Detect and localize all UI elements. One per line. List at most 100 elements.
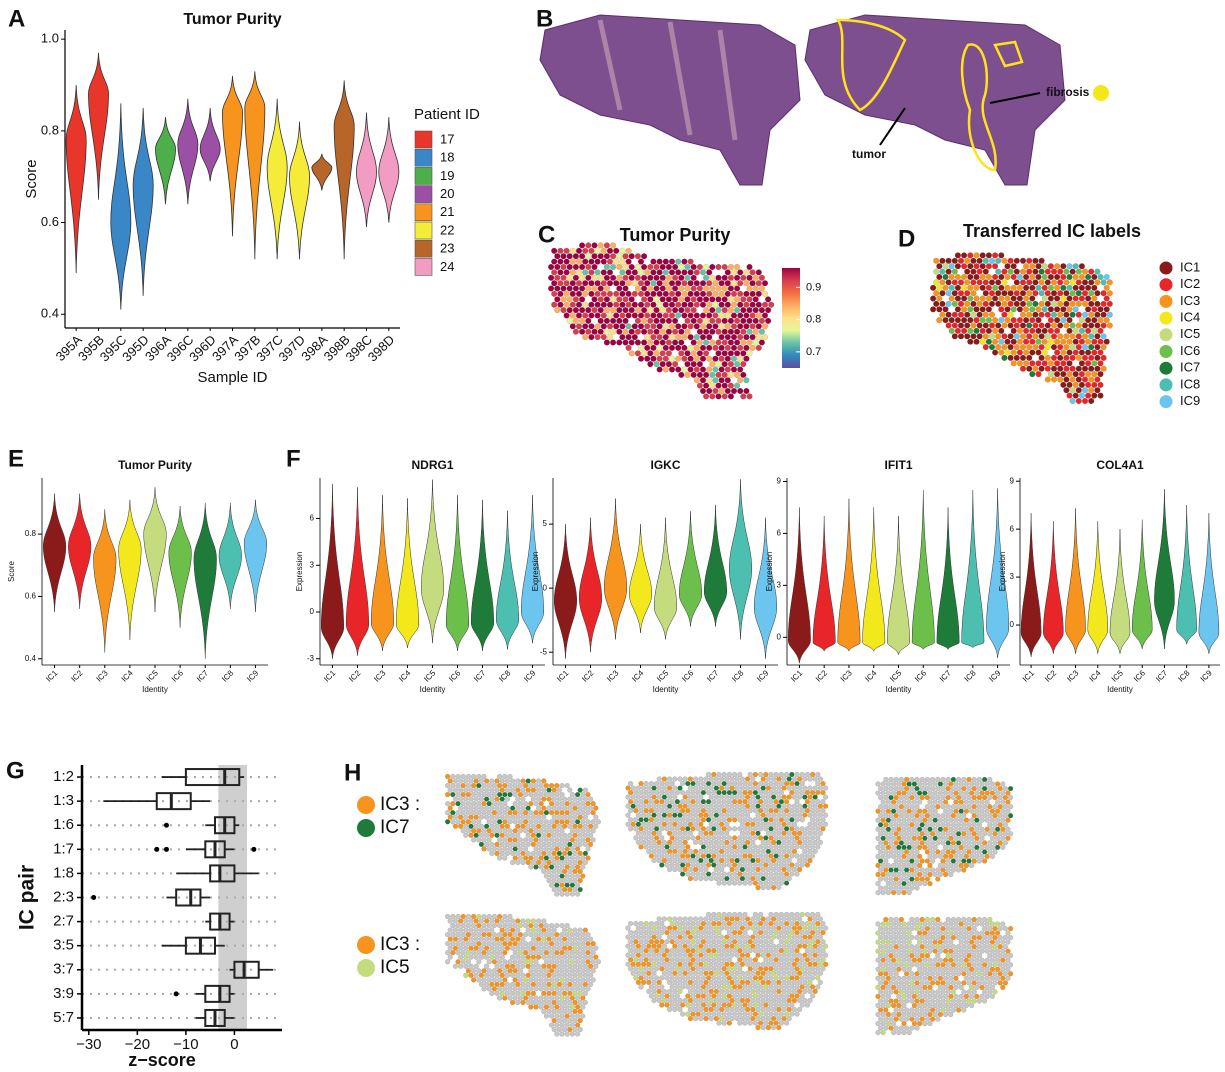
spot [696, 781, 701, 786]
spot [552, 964, 557, 969]
spot [644, 334, 650, 340]
spot [531, 973, 536, 978]
spot [744, 323, 750, 329]
spot [995, 782, 1000, 787]
spot [744, 356, 750, 362]
spot [789, 948, 794, 953]
spot [578, 788, 583, 793]
spot [560, 874, 565, 879]
spot [761, 786, 766, 791]
spot [761, 944, 766, 949]
spot [688, 980, 693, 985]
spot [922, 845, 927, 850]
spot [482, 923, 487, 928]
spot [649, 948, 654, 953]
spot [977, 795, 982, 800]
spot [761, 876, 766, 881]
spot [583, 824, 588, 829]
spot [688, 831, 693, 836]
spot [698, 998, 703, 1003]
spot [743, 930, 748, 935]
spot [706, 939, 711, 944]
spot [484, 833, 489, 838]
spot [896, 836, 901, 841]
spot [925, 944, 930, 949]
spot [899, 777, 904, 782]
spot [756, 804, 761, 809]
spot [938, 827, 943, 832]
spot [925, 804, 930, 809]
spot [709, 1007, 714, 1012]
spot [652, 998, 657, 1003]
x-tick-label: IC3 [95, 668, 111, 684]
spot [805, 808, 810, 813]
spot [497, 783, 502, 788]
spot [704, 840, 709, 845]
spot [482, 978, 487, 983]
spot [1051, 323, 1057, 329]
spot [744, 388, 750, 394]
spot [578, 869, 583, 874]
spot [500, 833, 505, 838]
spot [1101, 312, 1107, 318]
spot [815, 772, 820, 777]
spot [1029, 339, 1035, 345]
spot [567, 887, 572, 892]
spot [1042, 285, 1048, 291]
spot [651, 323, 657, 329]
spot [554, 792, 559, 797]
spot [534, 792, 539, 797]
spot [667, 953, 672, 958]
spot [704, 1016, 709, 1021]
spot [737, 388, 743, 394]
spot [967, 285, 973, 291]
spot [1014, 269, 1020, 275]
spot [961, 253, 967, 259]
spot [925, 859, 930, 864]
spot [714, 786, 719, 791]
spot [805, 790, 810, 795]
spot [886, 949, 891, 954]
spot [691, 799, 696, 804]
spot [769, 854, 774, 859]
spot [492, 828, 497, 833]
spot [909, 804, 914, 809]
spot [450, 819, 455, 824]
spot [698, 944, 703, 949]
spot [933, 809, 938, 814]
spot [813, 831, 818, 836]
spot [662, 971, 667, 976]
spot [531, 964, 536, 969]
spot [731, 313, 737, 319]
spot [573, 815, 578, 820]
spot [567, 253, 573, 259]
spot [644, 270, 650, 276]
spot [508, 914, 513, 919]
spot [714, 795, 719, 800]
spot [732, 1012, 737, 1017]
spot [1008, 355, 1014, 361]
spot [1042, 296, 1048, 302]
spot [998, 274, 1004, 280]
spot [761, 926, 766, 931]
spot [502, 828, 507, 833]
spot [534, 838, 539, 843]
spot [685, 985, 690, 990]
spot [985, 922, 990, 927]
spot [727, 808, 732, 813]
spot [549, 932, 554, 937]
x-tick-label: IC5 [145, 668, 161, 684]
spot [813, 786, 818, 791]
spot [779, 930, 784, 935]
spot [456, 959, 461, 964]
spot [771, 935, 776, 940]
spot [541, 797, 546, 802]
spot [889, 917, 894, 922]
spot [458, 806, 463, 811]
spot [954, 800, 959, 805]
spot [971, 333, 977, 339]
spot [896, 949, 901, 954]
spot [722, 1012, 727, 1017]
spot [652, 849, 657, 854]
x-tick-label: IC6 [447, 668, 463, 684]
